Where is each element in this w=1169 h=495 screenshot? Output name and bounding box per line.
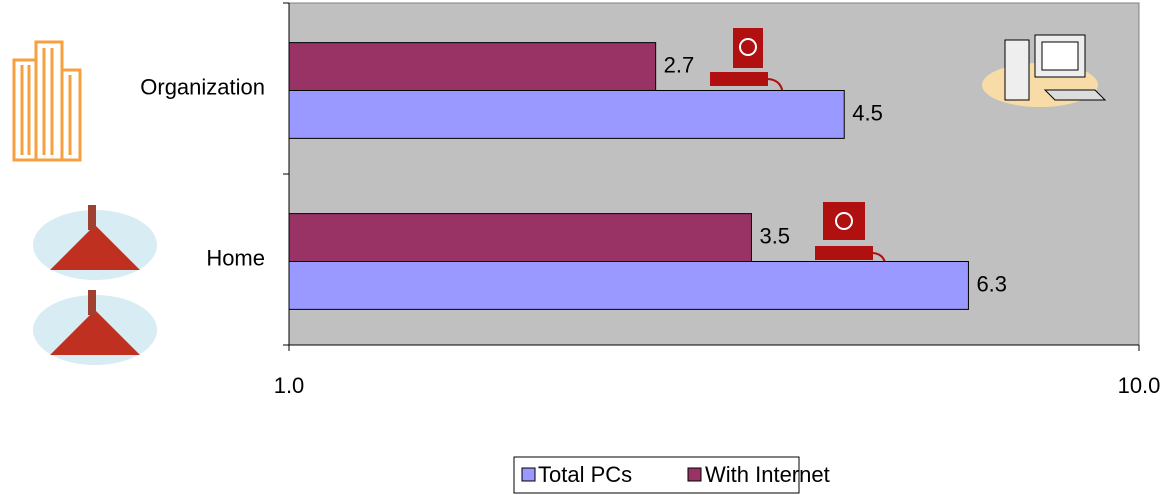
legend-label: With Internet xyxy=(705,462,830,487)
value-label: 3.5 xyxy=(759,223,790,248)
building-icon xyxy=(12,40,82,162)
y-tick-label: Home xyxy=(206,245,265,270)
legend-swatch xyxy=(521,467,536,482)
bar xyxy=(288,213,752,262)
x-tick-label: 1.0 xyxy=(274,373,305,398)
value-label: 4.5 xyxy=(852,100,883,125)
computer-icon xyxy=(982,34,1107,107)
legend xyxy=(513,456,800,494)
legend-label: Total PCs xyxy=(538,462,632,487)
value-label: 2.7 xyxy=(664,52,695,77)
y-tick-label: Organization xyxy=(140,74,265,99)
bar xyxy=(288,261,969,310)
legend-swatch xyxy=(687,467,702,482)
house-icon xyxy=(33,205,157,280)
bar xyxy=(288,42,657,91)
bar xyxy=(288,90,845,139)
value-label: 6.3 xyxy=(976,271,1007,296)
internet-icon xyxy=(815,202,892,282)
house-icon xyxy=(33,290,157,365)
x-tick-label: 10.0 xyxy=(1118,373,1161,398)
